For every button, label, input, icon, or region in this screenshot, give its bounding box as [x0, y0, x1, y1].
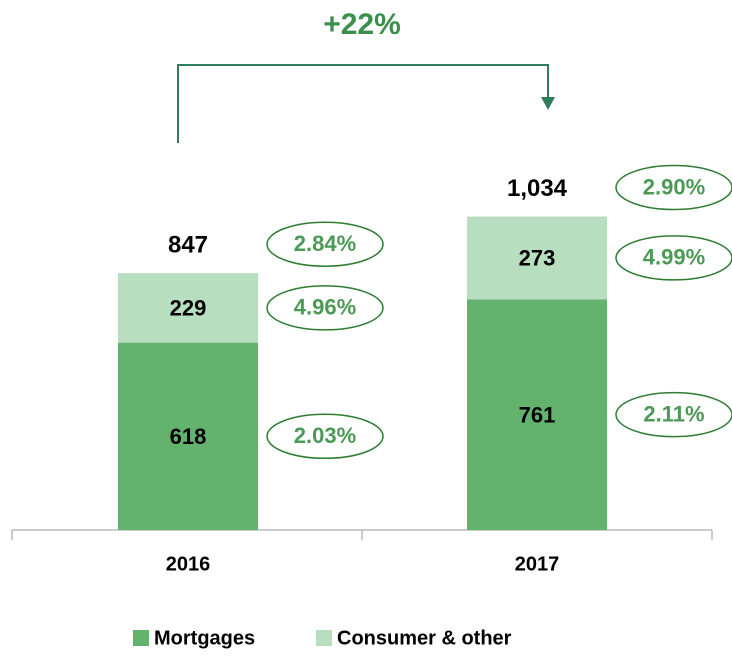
data-label: 761 — [519, 402, 556, 427]
rate-ellipse — [266, 285, 384, 331]
total-label: 1,034 — [507, 175, 568, 202]
growth-arrowhead — [541, 97, 555, 110]
rate-ellipse — [615, 164, 732, 211]
x-tick-label: 2016 — [166, 553, 211, 575]
legend-label: Mortgages — [154, 627, 255, 649]
bar-segment — [118, 273, 258, 343]
legend-swatch — [133, 630, 149, 646]
bar-segment — [467, 299, 607, 530]
rate-label: 2.90% — [643, 174, 705, 199]
growth-bracket — [177, 64, 549, 143]
data-label: 273 — [519, 246, 556, 271]
legend-label: Consumer & other — [337, 627, 512, 649]
legend-swatch — [316, 630, 332, 646]
bar-segment — [118, 342, 258, 530]
rate-ellipse — [266, 221, 384, 267]
rate-label: 2.11% — [643, 401, 704, 426]
data-label: 618 — [170, 424, 207, 449]
bar-segment — [467, 216, 607, 300]
total-label: 847 — [168, 232, 208, 259]
data-label: 229 — [170, 296, 207, 321]
rate-ellipse — [266, 413, 384, 460]
rate-label: 2.84% — [294, 231, 356, 256]
rate-ellipse — [615, 235, 732, 281]
growth-annotation: +22% — [323, 8, 401, 41]
rate-label: 4.96% — [294, 295, 356, 320]
rate-ellipse — [615, 391, 732, 438]
x-tick-label: 2017 — [515, 553, 560, 575]
rate-label: 2.03% — [294, 423, 356, 448]
rate-label: 4.99% — [643, 245, 705, 270]
